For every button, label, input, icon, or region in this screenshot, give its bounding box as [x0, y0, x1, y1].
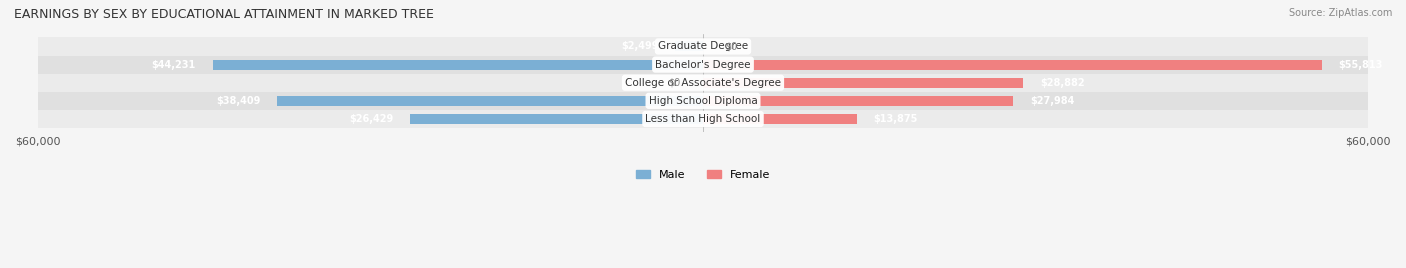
Bar	[38, 92, 1368, 110]
Text: $38,409: $38,409	[217, 96, 260, 106]
Bar	[675, 42, 703, 51]
Bar	[212, 59, 703, 70]
Text: $13,875: $13,875	[873, 114, 918, 124]
Text: College or Associate's Degree: College or Associate's Degree	[626, 78, 780, 88]
Text: High School Diploma: High School Diploma	[648, 96, 758, 106]
Bar	[38, 110, 1368, 128]
Text: EARNINGS BY SEX BY EDUCATIONAL ATTAINMENT IN MARKED TREE: EARNINGS BY SEX BY EDUCATIONAL ATTAINMEN…	[14, 8, 434, 21]
Legend: Male, Female: Male, Female	[637, 170, 769, 180]
Text: $2,499: $2,499	[621, 42, 658, 51]
Bar	[411, 114, 703, 124]
Text: Less than High School: Less than High School	[645, 114, 761, 124]
Text: $27,984: $27,984	[1031, 96, 1074, 106]
Bar	[38, 37, 1368, 55]
Text: Bachelor's Degree: Bachelor's Degree	[655, 59, 751, 70]
Text: $55,813: $55,813	[1339, 59, 1384, 70]
Text: $28,882: $28,882	[1040, 78, 1084, 88]
Text: $0: $0	[725, 42, 737, 51]
Bar	[277, 96, 703, 106]
Bar	[38, 74, 1368, 92]
Text: Graduate Degree: Graduate Degree	[658, 42, 748, 51]
Bar	[38, 55, 1368, 74]
Text: $26,429: $26,429	[349, 114, 394, 124]
Bar	[703, 96, 1014, 106]
Text: $44,231: $44,231	[152, 59, 195, 70]
Bar	[703, 78, 1024, 88]
Text: $0: $0	[669, 78, 681, 88]
Bar	[703, 59, 1322, 70]
Bar	[703, 114, 856, 124]
Text: Source: ZipAtlas.com: Source: ZipAtlas.com	[1288, 8, 1392, 18]
